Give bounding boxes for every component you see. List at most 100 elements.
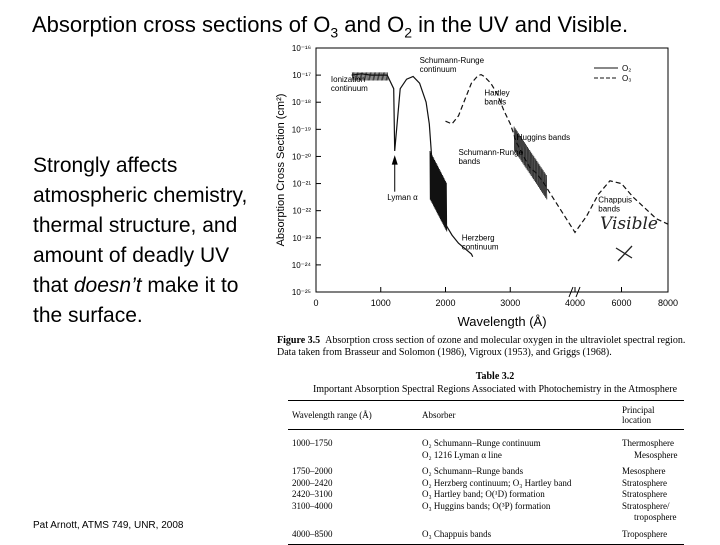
table-header-wavelength: Wavelength range (Å) <box>288 400 418 430</box>
location-line: Troposphere <box>622 528 668 539</box>
x-axis: 0 1000 2000 3000 4000 6000 8000 <box>313 286 678 308</box>
annotation-label-line: bands <box>598 205 620 214</box>
table-cell-absorber: O₃ Chappuis bands <box>418 523 618 545</box>
absorber-line: O₂ 1216 Lyman α line <box>422 449 502 460</box>
location-line: Stratosphere/ <box>622 500 670 511</box>
series-line-o3 <box>445 73 669 234</box>
annotation-label-line: Ionization <box>331 75 365 84</box>
figure-caption-label: Figure 3.5 <box>277 335 321 346</box>
body-text-italic: doesn’t <box>73 274 142 297</box>
location-line: Stratosphere <box>622 477 667 488</box>
table-cell-range: 1000–1750 <box>292 438 333 448</box>
x-tick-label: 1000 <box>371 298 391 308</box>
series-line-o2 <box>351 73 474 258</box>
table-cell-location: Thermosphere Mesosphere <box>618 430 684 462</box>
table-header-location: Principal location <box>618 400 684 430</box>
schumann-runge-band-spikes <box>429 150 448 232</box>
table-cell-range: 2420–3100 <box>292 489 333 499</box>
annotation-label: Herzberg continuum <box>462 233 499 251</box>
annotation-label-line: Schumann-Runge <box>420 56 485 65</box>
absorber-line: O₂ Herzberg continuum; O₃ Hartley band <box>422 477 572 488</box>
x-tick-label: 6000 <box>611 298 631 308</box>
annotation-label-line: bands <box>484 97 506 106</box>
table-number: Table 3.2 <box>475 371 515 382</box>
location-line: Stratosphere <box>622 489 667 499</box>
figure-caption: Figure 3.5 Absorption cross section of o… <box>277 335 697 359</box>
x-tick-label: 3000 <box>500 298 520 308</box>
location-line: Mesosphere <box>634 449 678 460</box>
annotation-label: Huggins bands <box>517 133 570 142</box>
x-axis-label: Wavelength (Å) <box>457 314 546 329</box>
x-tick-label: 0 <box>313 298 318 308</box>
absorber-line: O₂ Schumann–Runge bands <box>422 466 524 476</box>
chart-frame <box>315 47 669 293</box>
table-heading: Table 3.2 Important Absorption Spectral … <box>300 370 690 396</box>
table-row: 2000–2420 O₂ Herzberg continuum; O₃ Hartl… <box>288 478 684 490</box>
y-tick-label: 10⁻¹⁷ <box>292 71 311 80</box>
table-cell-absorber: O₂ Herzberg continuum; O₃ Hartley band <box>418 478 618 490</box>
lyman-alpha-arrowhead <box>391 155 398 165</box>
title-end: in the UV and Visible. <box>412 12 629 37</box>
title-main: Absorption cross sections of O <box>32 12 331 37</box>
annotation-label-line: continuum <box>331 84 368 93</box>
y-tick-label: 10⁻²¹ <box>293 180 312 189</box>
slide-footer: Pat Arnott, ATMS 749, UNR, 2008 <box>33 520 184 531</box>
series-layer <box>351 72 669 258</box>
y-tick-label: 10⁻¹⁸ <box>292 98 311 107</box>
table-cell-absorber: O₂ Schumann–Runge continuum O₂ 1216 Lyman… <box>418 430 618 462</box>
body-text-part2: make it to the surface. <box>33 274 239 327</box>
x-tick-label: 8000 <box>658 298 678 308</box>
title-sub-o2: 2 <box>404 24 412 41</box>
table-row: 1750–2000 O₂ Schumann–Runge bands Mesosphe… <box>288 461 684 478</box>
absorber-line: O₃ Chappuis bands <box>422 528 492 539</box>
y-tick-label: 10⁻²⁰ <box>292 152 311 161</box>
handwritten-x-mark <box>615 245 633 262</box>
legend-label: O₃ <box>622 74 631 83</box>
table-row: 1000–1750 O₂ Schumann–Runge continuum O₂ 1… <box>288 430 684 462</box>
absorber-line: O₂ Schumann–Runge continuum <box>422 438 541 448</box>
table-cell-range: 4000–8500 <box>288 523 418 545</box>
table-cell-location: Troposphere <box>618 523 684 545</box>
table-cell-absorber: O₃ Huggins bands; O(³P) formation <box>418 501 618 524</box>
annotation-label: Ionization continuum <box>331 75 368 93</box>
table-cell-location: Stratosphere/troposphere <box>618 501 684 524</box>
absorber-line: O₃ Huggins bands; O(³P) formation <box>422 500 551 511</box>
annotation-label-line: Schumann-Runge <box>458 148 523 157</box>
y-tick-label: 10⁻²⁴ <box>292 261 312 270</box>
location-line: Thermosphere <box>622 438 674 448</box>
annotation-label: Hartley bands <box>484 88 509 106</box>
annotation-label-line: continuum <box>462 242 499 251</box>
table-cell-range: 2000–2420 <box>292 477 333 488</box>
table-cell-range: 1750–2000 <box>292 466 333 476</box>
huggins-band-spikes <box>513 126 548 200</box>
table-body: 1000–1750 O₂ Schumann–Runge continuum O₂ 1… <box>288 430 684 545</box>
annotation-label-line: Herzberg <box>462 233 495 242</box>
table-cell-location: Stratosphere <box>618 478 684 490</box>
absorber-line: O₃ Hartley band; O(¹D) formation <box>422 489 545 499</box>
slide-title: Absorption cross sections of O3 and O2 i… <box>32 12 628 40</box>
table-cell-range: 3100–4000 <box>292 500 333 511</box>
x-tick-label: 2000 <box>435 298 455 308</box>
location-line: troposphere <box>634 512 677 522</box>
title-sub-o3: 3 <box>330 24 339 41</box>
table-header-row: Wavelength range (Å) Absorber Principal … <box>288 400 684 430</box>
y-tick-label: 10⁻²³ <box>293 234 312 243</box>
y-axis-label: Absorption Cross Section (cm²) <box>275 94 287 247</box>
y-tick-label: 10⁻²⁵ <box>292 288 311 297</box>
y-tick-label: 10⁻¹⁹ <box>292 125 311 134</box>
body-text-part1: Strongly affects atmospheric chemistry, … <box>33 154 248 297</box>
table-title: Important Absorption Spectral Regions As… <box>312 384 678 395</box>
annotation-label: Schumann-Runge continuum <box>420 56 485 74</box>
table-header-absorber: Absorber <box>418 400 618 430</box>
x-tick-label: 4000 <box>565 298 585 308</box>
slide-body-text: Strongly affects atmospheric chemistry, … <box>33 151 253 331</box>
table-cell-location: Mesosphere <box>618 461 684 478</box>
annotation-label: Chappuis bands <box>598 196 632 214</box>
figure-caption-text: Absorption cross section of ozone and mo… <box>277 335 686 358</box>
table-cell-absorber: O₂ Schumann–Runge bands <box>418 461 618 478</box>
annotation-label: Lyman α <box>387 193 418 202</box>
y-tick-label: 10⁻¹⁶ <box>292 44 311 53</box>
table-row: 2420–3100 O₃ Hartley band; O(¹D) formatio… <box>288 489 684 501</box>
table-row: 4000–8500 O₃ Chappuis bands Troposphere <box>288 523 684 545</box>
